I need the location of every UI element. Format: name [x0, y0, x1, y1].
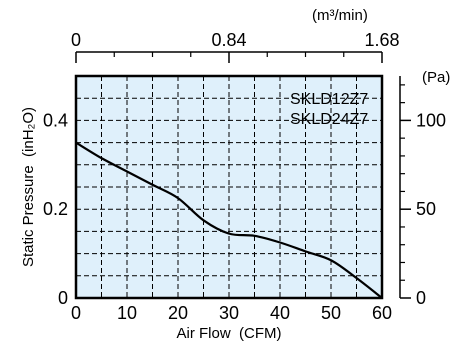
right-axis-ticks: 0 50 100: [400, 84, 446, 308]
top-axis-ticks: 0 0.84 1.68: [71, 30, 400, 63]
series-line: [75, 141, 383, 299]
x-axis-ticks: 0 10 20 30 40 50 60: [71, 303, 392, 323]
plot-frame: [74, 74, 384, 300]
top-tick-label: 1.68: [364, 30, 399, 50]
top-tick-label: 0.84: [211, 30, 246, 50]
grid: [76, 76, 382, 298]
right-tick-label: 100: [416, 110, 446, 130]
y-tick-label: 0.2: [43, 199, 68, 219]
legend-label-1: SKLD12Z7: [290, 91, 368, 108]
right-tick-label: 0: [416, 288, 426, 308]
y-tick-label: 0: [58, 288, 68, 308]
y-axis-ticks: 0 0.2 0.4: [43, 110, 68, 308]
x-tick-label: 40: [270, 303, 290, 323]
x-tick-label: 20: [168, 303, 188, 323]
x-tick-label: 30: [219, 303, 239, 323]
right-tick-label: 50: [416, 199, 436, 219]
legend-label-2: SKLD24Z7: [290, 111, 368, 128]
right-axis-unit: (Pa): [422, 69, 450, 86]
x-tick-label: 50: [321, 303, 341, 323]
x-tick-label: 0: [71, 303, 81, 323]
top-axis-unit: (m³/min): [312, 7, 368, 24]
x-tick-label: 10: [117, 303, 137, 323]
y-tick-label: 0.4: [43, 110, 68, 130]
x-axis-title: Air Flow (CFM): [177, 325, 282, 342]
top-tick-label: 0: [71, 30, 81, 50]
x-tick-label: 60: [372, 303, 392, 323]
y-axis-title: Static Pressure (inH₂O): [20, 107, 37, 267]
